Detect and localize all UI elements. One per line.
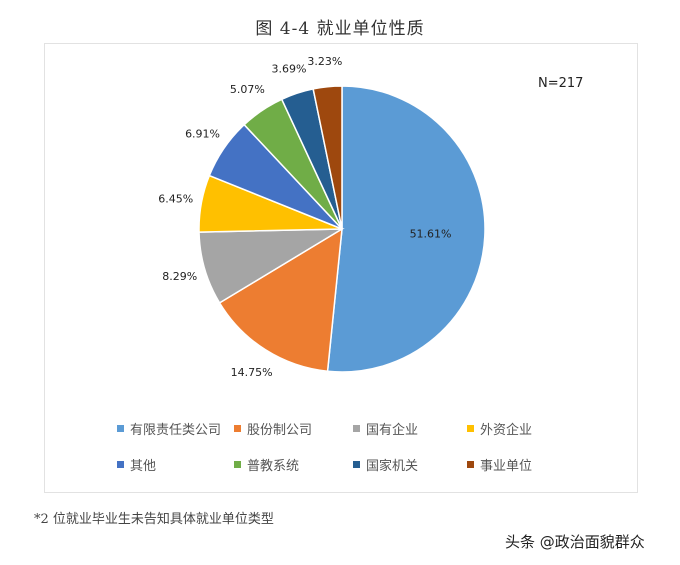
legend-swatch: [117, 425, 124, 432]
footnote: *2 位就业毕业生未告知具体就业单位类型: [34, 512, 274, 527]
pie-slice: [326, 85, 486, 373]
legend-label: 国家机关: [366, 459, 419, 474]
legend-swatch: [353, 425, 360, 432]
legend-item: 其他: [117, 455, 156, 474]
legend-item: 国有企业: [353, 419, 418, 438]
legend-swatch: [117, 461, 124, 468]
chart-title: 图 4-4 就业单位性质: [255, 19, 425, 39]
sample-size: N=217: [538, 76, 584, 91]
data-label: 3.23%: [307, 55, 342, 68]
legend-swatch: [353, 461, 360, 468]
legend-label: 股份制公司: [247, 423, 313, 438]
legend-item: 国家机关: [353, 455, 418, 474]
legend-item: 普教系统: [234, 455, 299, 474]
legend-label: 普教系统: [247, 459, 300, 474]
legend-swatch: [234, 461, 241, 468]
data-label: 51.61%: [410, 227, 452, 240]
chart-frame: [44, 43, 638, 493]
legend-label: 其他: [130, 459, 157, 474]
legend-item: 有限责任类公司: [117, 419, 221, 438]
data-label: 8.29%: [162, 270, 197, 283]
legend-swatch: [467, 425, 474, 432]
watermark: 头条 @政治面貌群众: [505, 533, 645, 551]
legend-item: 事业单位: [467, 455, 532, 474]
data-label: 3.69%: [272, 63, 307, 76]
legend-label: 事业单位: [480, 459, 533, 474]
legend-label: 国有企业: [366, 423, 419, 438]
data-label: 6.91%: [185, 128, 220, 141]
pie-slice: [218, 227, 343, 373]
legend-swatch: [467, 461, 474, 468]
legend-swatch: [234, 425, 241, 432]
legend-label: 外资企业: [480, 423, 533, 438]
data-label: 5.07%: [230, 83, 265, 96]
pie-slice: [312, 85, 343, 230]
data-label: 14.75%: [231, 366, 273, 379]
data-label: 6.45%: [158, 193, 193, 206]
legend-label: 有限责任类公司: [130, 423, 222, 438]
legend-item: 外资企业: [467, 419, 532, 438]
legend-item: 股份制公司: [234, 419, 312, 438]
